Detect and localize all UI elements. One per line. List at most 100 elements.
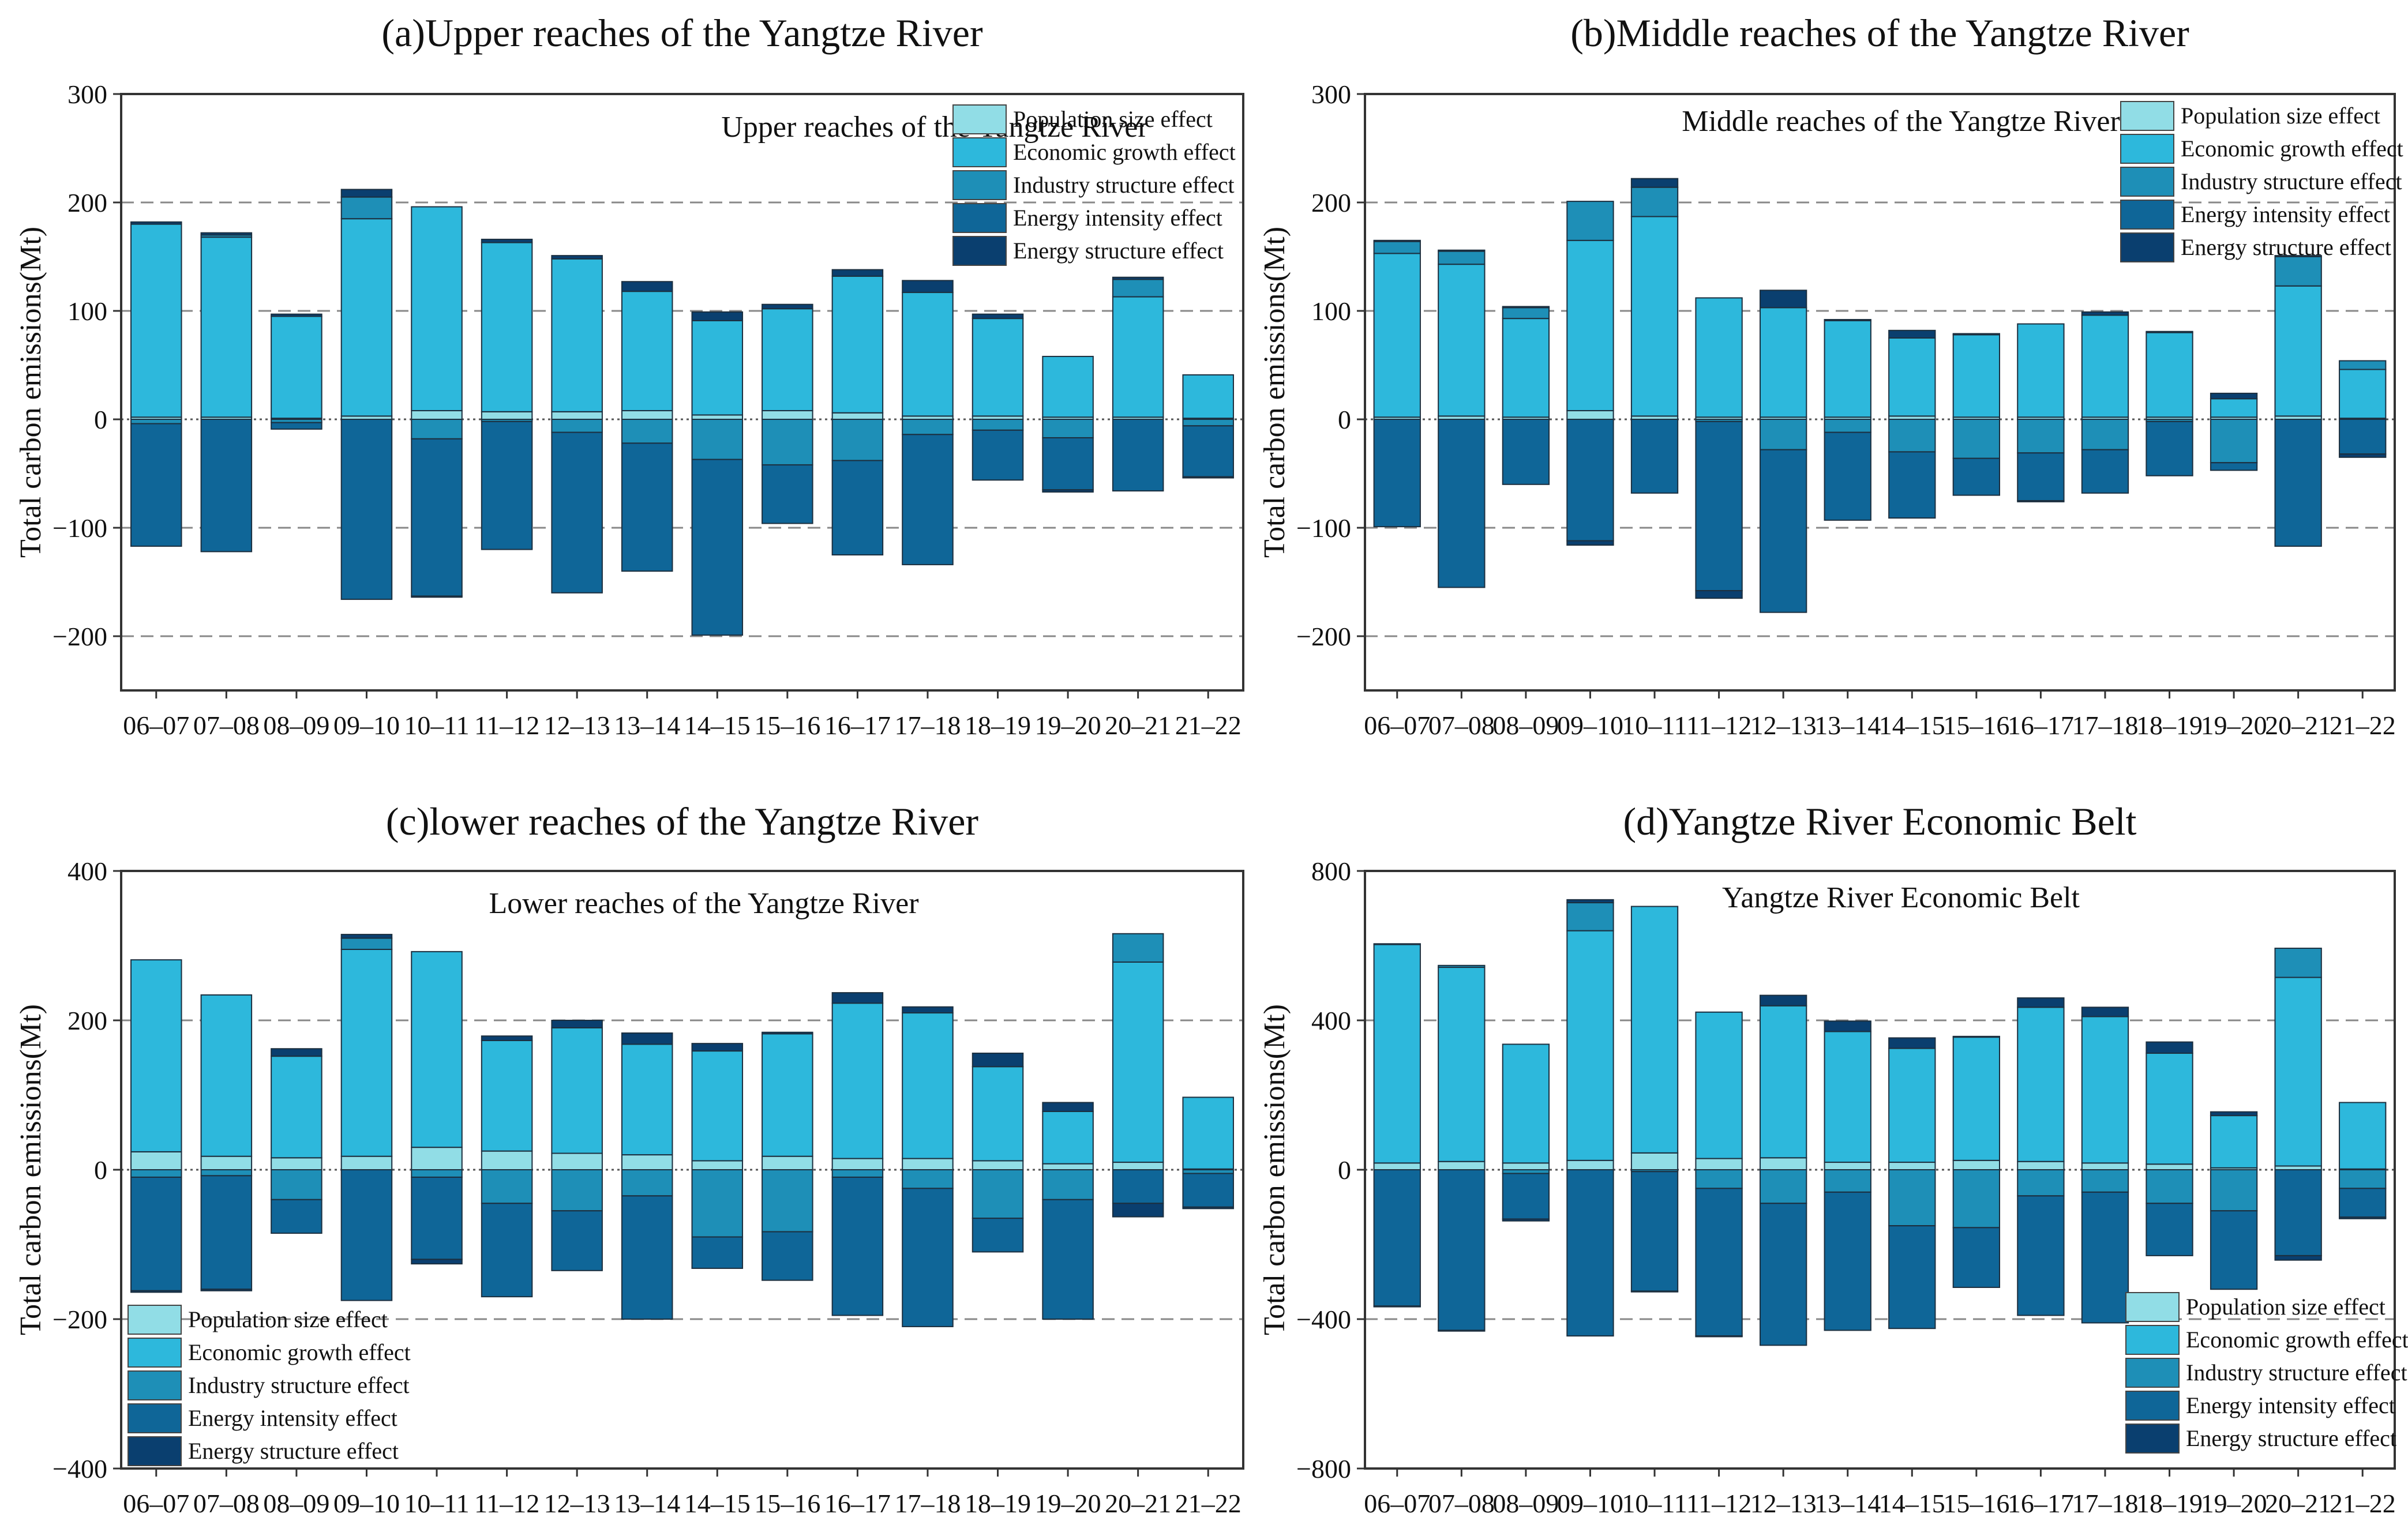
y-axis-label: Total carbon emissions(Mt) <box>1258 1004 1291 1335</box>
bar-economic-06–07 <box>130 959 182 1152</box>
legend-swatch-industry <box>952 170 1007 200</box>
y-tick-label: 100 <box>1311 296 1351 326</box>
bar-economic-07–08 <box>1438 967 1486 1162</box>
legend-label-intensity: Energy intensity effect <box>188 1405 397 1431</box>
x-tick-label: 07–08 <box>193 711 260 740</box>
bar-intensity-06–07 <box>130 1176 182 1291</box>
y-tick-label: −400 <box>1296 1305 1351 1334</box>
x-tick-label: 21–22 <box>1175 1489 1241 1518</box>
bar-population-07–08 <box>1438 1161 1486 1171</box>
bar-industry-07–08 <box>1438 250 1486 265</box>
bar-intensity-19–20 <box>1042 1199 1094 1320</box>
bar-population-12–13 <box>551 1152 603 1171</box>
bar-intensity-15–16 <box>1952 1227 2001 1288</box>
legend-label-population: Population size effect <box>2186 1294 2386 1320</box>
bar-intensity-19–20 <box>2210 462 2258 471</box>
bar-intensity-17–18 <box>2081 1191 2129 1324</box>
bar-intensity-19–20 <box>2210 1210 2258 1290</box>
bar-structure-18–19 <box>972 1052 1024 1068</box>
legend-label-economic: Economic growth effect <box>2186 1327 2408 1353</box>
bar-industry-06–07 <box>130 1169 182 1178</box>
x-tick-label: 16–17 <box>824 1489 891 1518</box>
x-tick-label: 15–16 <box>1943 1489 2009 1518</box>
bar-industry-21–22 <box>2339 1169 2387 1189</box>
bar-intensity-07–08 <box>200 419 253 553</box>
y-tick-label: 0 <box>1338 1155 1351 1185</box>
legend-label-population: Population size effect <box>1013 106 1213 132</box>
bar-population-10–11 <box>1630 1152 1679 1171</box>
chart-panel-d: (d)Yangtze River Economic Belt 06–0707–08… <box>1258 799 2408 1518</box>
bar-industry-06–07 <box>130 419 182 425</box>
x-tick-label: 21–22 <box>2330 1489 2396 1518</box>
y-tick-label: −200 <box>52 1305 107 1334</box>
bar-population-17–18 <box>2081 1162 2129 1170</box>
bar-industry-15–16 <box>762 419 813 465</box>
bar-structure-10–11 <box>411 1259 463 1265</box>
bar-intensity-18–19 <box>972 429 1024 481</box>
bar-population-15–16 <box>762 1155 813 1170</box>
bar-economic-10–11 <box>1630 906 1679 1154</box>
bar-population-15–16 <box>762 410 813 420</box>
bar-intensity-13–14 <box>1824 431 1871 521</box>
bar-economic-21–22 <box>1182 1096 1234 1170</box>
bar-economic-17–18 <box>2081 1016 2129 1164</box>
bar-structure-14–15 <box>1888 329 1936 339</box>
bar-structure-14–15 <box>1888 1037 1936 1049</box>
legend-label-economic: Economic growth effect <box>2181 136 2403 162</box>
bar-intensity-07–08 <box>1438 1169 1486 1331</box>
bar-intensity-09–10 <box>1566 1169 1614 1337</box>
y-tick-label: 0 <box>94 1155 107 1185</box>
bar-industry-18–19 <box>972 1169 1024 1219</box>
bar-intensity-20–21 <box>2274 419 2322 547</box>
bar-structure-15–16 <box>1952 1035 2001 1038</box>
chart-panel-c: (c)lower reaches of the Yangtze River 06–… <box>14 799 1244 1518</box>
x-tick-label: 13–14 <box>1814 711 1881 740</box>
bar-intensity-09–10 <box>1566 419 1614 542</box>
x-tick-label: 17–18 <box>894 1489 961 1518</box>
chart-title: (b)Middle reaches of the Yangtze River <box>1570 11 2189 55</box>
bar-intensity-21–22 <box>1182 1173 1234 1208</box>
x-tick-label: 13–14 <box>614 1489 680 1518</box>
bar-industry-07–08 <box>200 1169 253 1177</box>
bar-industry-16–17 <box>2017 1169 2065 1197</box>
y-tick-label: 400 <box>67 857 107 886</box>
bar-economic-06–07 <box>1373 253 1421 418</box>
bar-intensity-07–08 <box>1438 419 1486 588</box>
x-tick-label: 10–11 <box>404 1489 469 1518</box>
bar-economic-20–21 <box>1112 961 1164 1163</box>
x-tick-label: 14–15 <box>684 1489 751 1518</box>
bar-structure-13–14 <box>621 1032 673 1045</box>
bar-structure-06–07 <box>130 1290 182 1293</box>
legend: Population size effect Economic growth ef… <box>127 1305 411 1466</box>
x-tick-label: 07–08 <box>1428 1489 1495 1518</box>
bar-intensity-14–15 <box>1888 1225 1936 1330</box>
bar-structure-08–09 <box>271 313 322 317</box>
bar-industry-19–20 <box>1042 419 1094 438</box>
bar-economic-06–07 <box>1373 944 1421 1164</box>
bar-structure-09–10 <box>1566 899 1614 904</box>
bar-intensity-08–09 <box>1502 419 1550 485</box>
legend-swatch-population <box>952 104 1007 134</box>
x-tick-label: 15–16 <box>1943 711 2009 740</box>
bar-industry-14–15 <box>1888 419 1936 453</box>
y-tick-label: −800 <box>1296 1454 1351 1484</box>
bar-intensity-16–17 <box>2017 1195 2065 1316</box>
bar-economic-17–18 <box>902 1012 954 1159</box>
y-tick-label: −100 <box>1296 513 1351 543</box>
bar-industry-15–16 <box>1952 419 2001 459</box>
bar-intensity-10–11 <box>1630 1171 1679 1292</box>
bar-structure-17–18 <box>902 1006 954 1014</box>
x-tick-label: 13–14 <box>614 711 680 740</box>
bar-population-10–11 <box>411 1147 463 1171</box>
bar-population-16–17 <box>831 412 884 420</box>
bar-industry-20–21 <box>1112 279 1164 298</box>
bar-structure-10–11 <box>411 595 463 598</box>
legend-label-population: Population size effect <box>2181 103 2380 129</box>
plot-annotation: Yangtze River Economic Belt <box>1722 881 2080 914</box>
bar-structure-11–12 <box>1695 590 1743 599</box>
bar-structure-18–19 <box>2146 331 2193 333</box>
bar-intensity-18–19 <box>2146 1203 2193 1256</box>
bar-industry-21–22 <box>1182 419 1234 427</box>
bar-intensity-10–11 <box>1630 419 1679 494</box>
bar-industry-12–13 <box>1759 419 1807 450</box>
